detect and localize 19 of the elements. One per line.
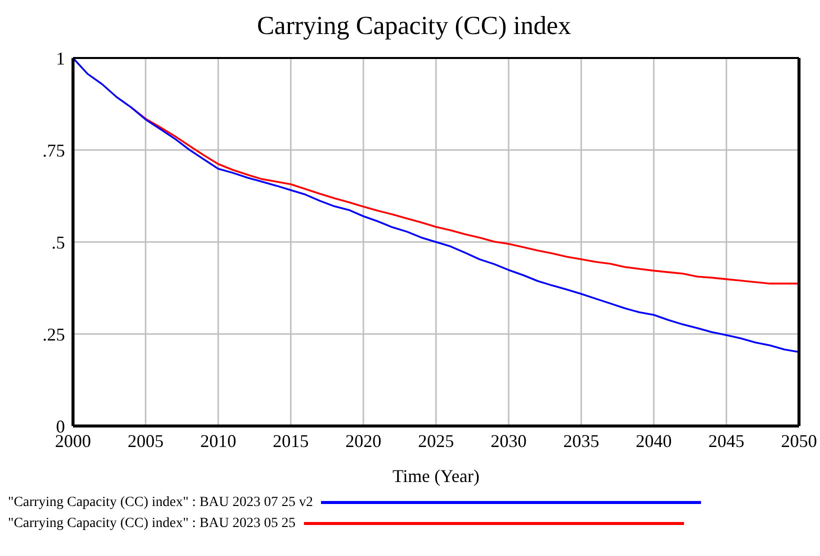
chart-title: Carrying Capacity (CC) index (256, 10, 572, 42)
y-tick-label: .75 (42, 140, 65, 160)
x-tick-label: 2005 (128, 430, 164, 451)
legend-label: "Carrying Capacity (CC) index" : BAU 2023 05 25 (8, 516, 296, 532)
x-tick-label: 2025 (418, 430, 454, 451)
x-tick-label: 2035 (563, 430, 600, 451)
x-axis-title: Time (Year) (392, 466, 480, 486)
y-tick-label: .25 (42, 324, 65, 344)
x-tick-label: 2020 (345, 430, 382, 451)
x-tick-label: 2030 (490, 430, 527, 451)
x-tick-label: 2050 (781, 430, 817, 451)
x-tick-label: 2015 (272, 430, 309, 451)
y-tick-label: .5 (52, 232, 65, 252)
y-tick-label: 1 (56, 48, 65, 68)
x-tick-label: 2040 (636, 430, 672, 451)
legend-label: "Carrying Capacity (CC) index" : BAU 2023 07 25 v2 (8, 494, 314, 510)
y-tick-label: 0 (56, 416, 65, 436)
x-tick-label: 2010 (200, 430, 236, 451)
x-tick-label: 2045 (708, 430, 744, 451)
